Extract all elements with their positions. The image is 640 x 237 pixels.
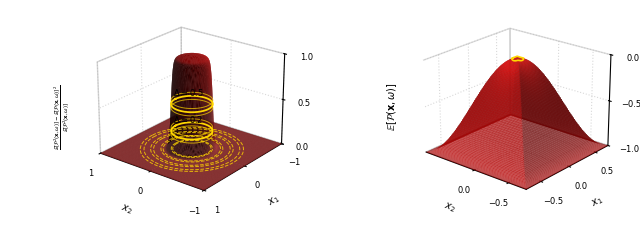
Text: $\frac{\mathbb{E}[\mathcal{P}^2(\mathbf{x},\omega)] - \mathbb{E}[\mathcal{P}(\ma: $\frac{\mathbb{E}[\mathcal{P}^2(\mathbf{… [52, 84, 73, 150]
X-axis label: $x_2$: $x_2$ [119, 202, 134, 217]
Text: $\mathbb{E}[\mathcal{P}(\mathbf{x},\omega)]$: $\mathbb{E}[\mathcal{P}(\mathbf{x},\omeg… [386, 82, 399, 131]
X-axis label: $x_2$: $x_2$ [442, 200, 457, 215]
Y-axis label: $x_1$: $x_1$ [590, 194, 605, 210]
Y-axis label: $x_1$: $x_1$ [266, 193, 282, 209]
